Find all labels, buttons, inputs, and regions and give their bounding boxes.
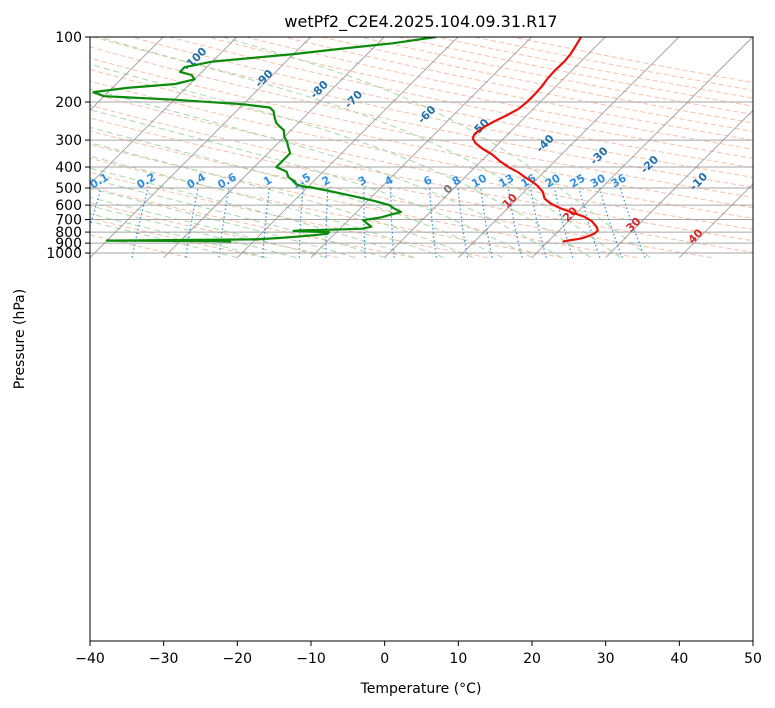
- y-tick-label: 500: [55, 181, 82, 197]
- x-tick-label: 20: [523, 651, 541, 667]
- moist-adiabat-line: [90, 88, 562, 259]
- mixing-ratio-line: [599, 187, 623, 258]
- dry-adiabat-line: [283, 37, 753, 132]
- moist-adiabat-line: [98, 37, 621, 258]
- isotherm-line: [457, 37, 680, 258]
- x-tick-label: −20: [223, 651, 253, 667]
- isotherm-line: [90, 37, 238, 185]
- dry-adiabat-line: [245, 37, 753, 141]
- moist-adiabat-line: [90, 126, 503, 259]
- moist-adiabat-line: [90, 205, 297, 259]
- dry-adiabat-line: [90, 217, 264, 259]
- x-tick-label: 30: [597, 651, 615, 667]
- isotherm-line: [678, 183, 753, 258]
- isotherm-line: [90, 37, 164, 111]
- x-tick-label: −30: [149, 651, 179, 667]
- y-tick-label: 800: [55, 225, 82, 241]
- moist-adiabat-line: [222, 37, 651, 258]
- x-tick-label: −10: [296, 651, 326, 667]
- mixing-ratio-line: [553, 187, 574, 258]
- isotherm-line: [310, 37, 532, 258]
- mixing-ratio-line: [457, 187, 469, 258]
- dry-adiabat-line: [90, 202, 339, 259]
- moist-adiabat-line: [90, 187, 356, 259]
- x-tick-label: 10: [449, 651, 467, 667]
- y-axis-label: Pressure (hPa): [12, 289, 28, 389]
- moist-adiabat-line: [90, 142, 474, 259]
- mixing-ratio-line: [390, 188, 395, 258]
- dry-adiabat-line: [90, 117, 753, 253]
- mixing-ratio-line: [507, 187, 523, 258]
- mixing-ratio-line: [480, 187, 493, 258]
- profile-series: [92, 37, 599, 243]
- dry-adiabat-line: [169, 37, 753, 159]
- y-tick-label: 900: [55, 236, 82, 252]
- x-tick-label: 50: [744, 651, 762, 667]
- y-tick-label: 1000: [46, 246, 82, 262]
- y-tick-label: 200: [55, 95, 82, 111]
- y-tick-label: 400: [55, 160, 82, 176]
- dry-adiabat-line: [90, 143, 638, 259]
- dry-adiabat-line: [93, 37, 753, 178]
- moist-adiabat-line: [90, 213, 267, 259]
- isotherm-line: [605, 109, 753, 258]
- mixing-ratio-line: [298, 187, 304, 258]
- dry-adiabat-line: [90, 171, 488, 259]
- mixing-ratio-line: [529, 187, 547, 258]
- moist-adiabat-line: [90, 155, 444, 259]
- isotherm-line: [90, 37, 311, 258]
- mixing-ratio-line: [131, 187, 149, 258]
- dry-adiabat-line: [90, 80, 753, 219]
- x-tick-label: −40: [75, 651, 105, 667]
- mixing-ratio-line: [185, 187, 199, 258]
- mixing-ratio-line: [218, 187, 230, 258]
- x-tick-label: 0: [380, 651, 389, 667]
- plot-frame: [89, 36, 754, 642]
- temperature-profile-line: [471, 37, 599, 243]
- mixing-ratio-line: [619, 187, 646, 258]
- y-tick-label: 100: [55, 30, 82, 46]
- chart-title: wetPf2_C2E4.2025.104.09.31.R17: [284, 12, 557, 32]
- isotherms: [90, 37, 753, 258]
- isotherm-line: [384, 37, 606, 258]
- mixing-ratio-line: [578, 187, 601, 258]
- moist-adiabat-line: [90, 109, 533, 259]
- x-axis-ticks: −40 −30 −20 −10 0 10 20 30 40 50: [75, 641, 762, 667]
- isotherm-line: [163, 37, 385, 258]
- moist-adiabat-line: [90, 220, 238, 259]
- dry-adiabat-line: [90, 92, 753, 230]
- isotherm-line: [531, 37, 753, 258]
- mixing-ratio-line: [429, 187, 437, 258]
- x-tick-label: 40: [670, 651, 688, 667]
- mixing-ratio-line: [262, 187, 270, 258]
- isotherm-line: [236, 37, 459, 258]
- x-axis-label: Temperature (°C): [360, 681, 482, 697]
- y-tick-label: 700: [55, 213, 82, 229]
- dry-adiabat-line: [207, 37, 753, 150]
- y-tick-label: 600: [55, 198, 82, 214]
- dry-adiabat-line: [131, 37, 753, 169]
- dry-adiabat-line: [90, 46, 753, 188]
- dewpoint-profile-line: [92, 37, 436, 243]
- y-tick-label: 300: [55, 133, 82, 149]
- dry-adiabat-line: [90, 68, 753, 209]
- moist-adiabat-line: [90, 178, 385, 259]
